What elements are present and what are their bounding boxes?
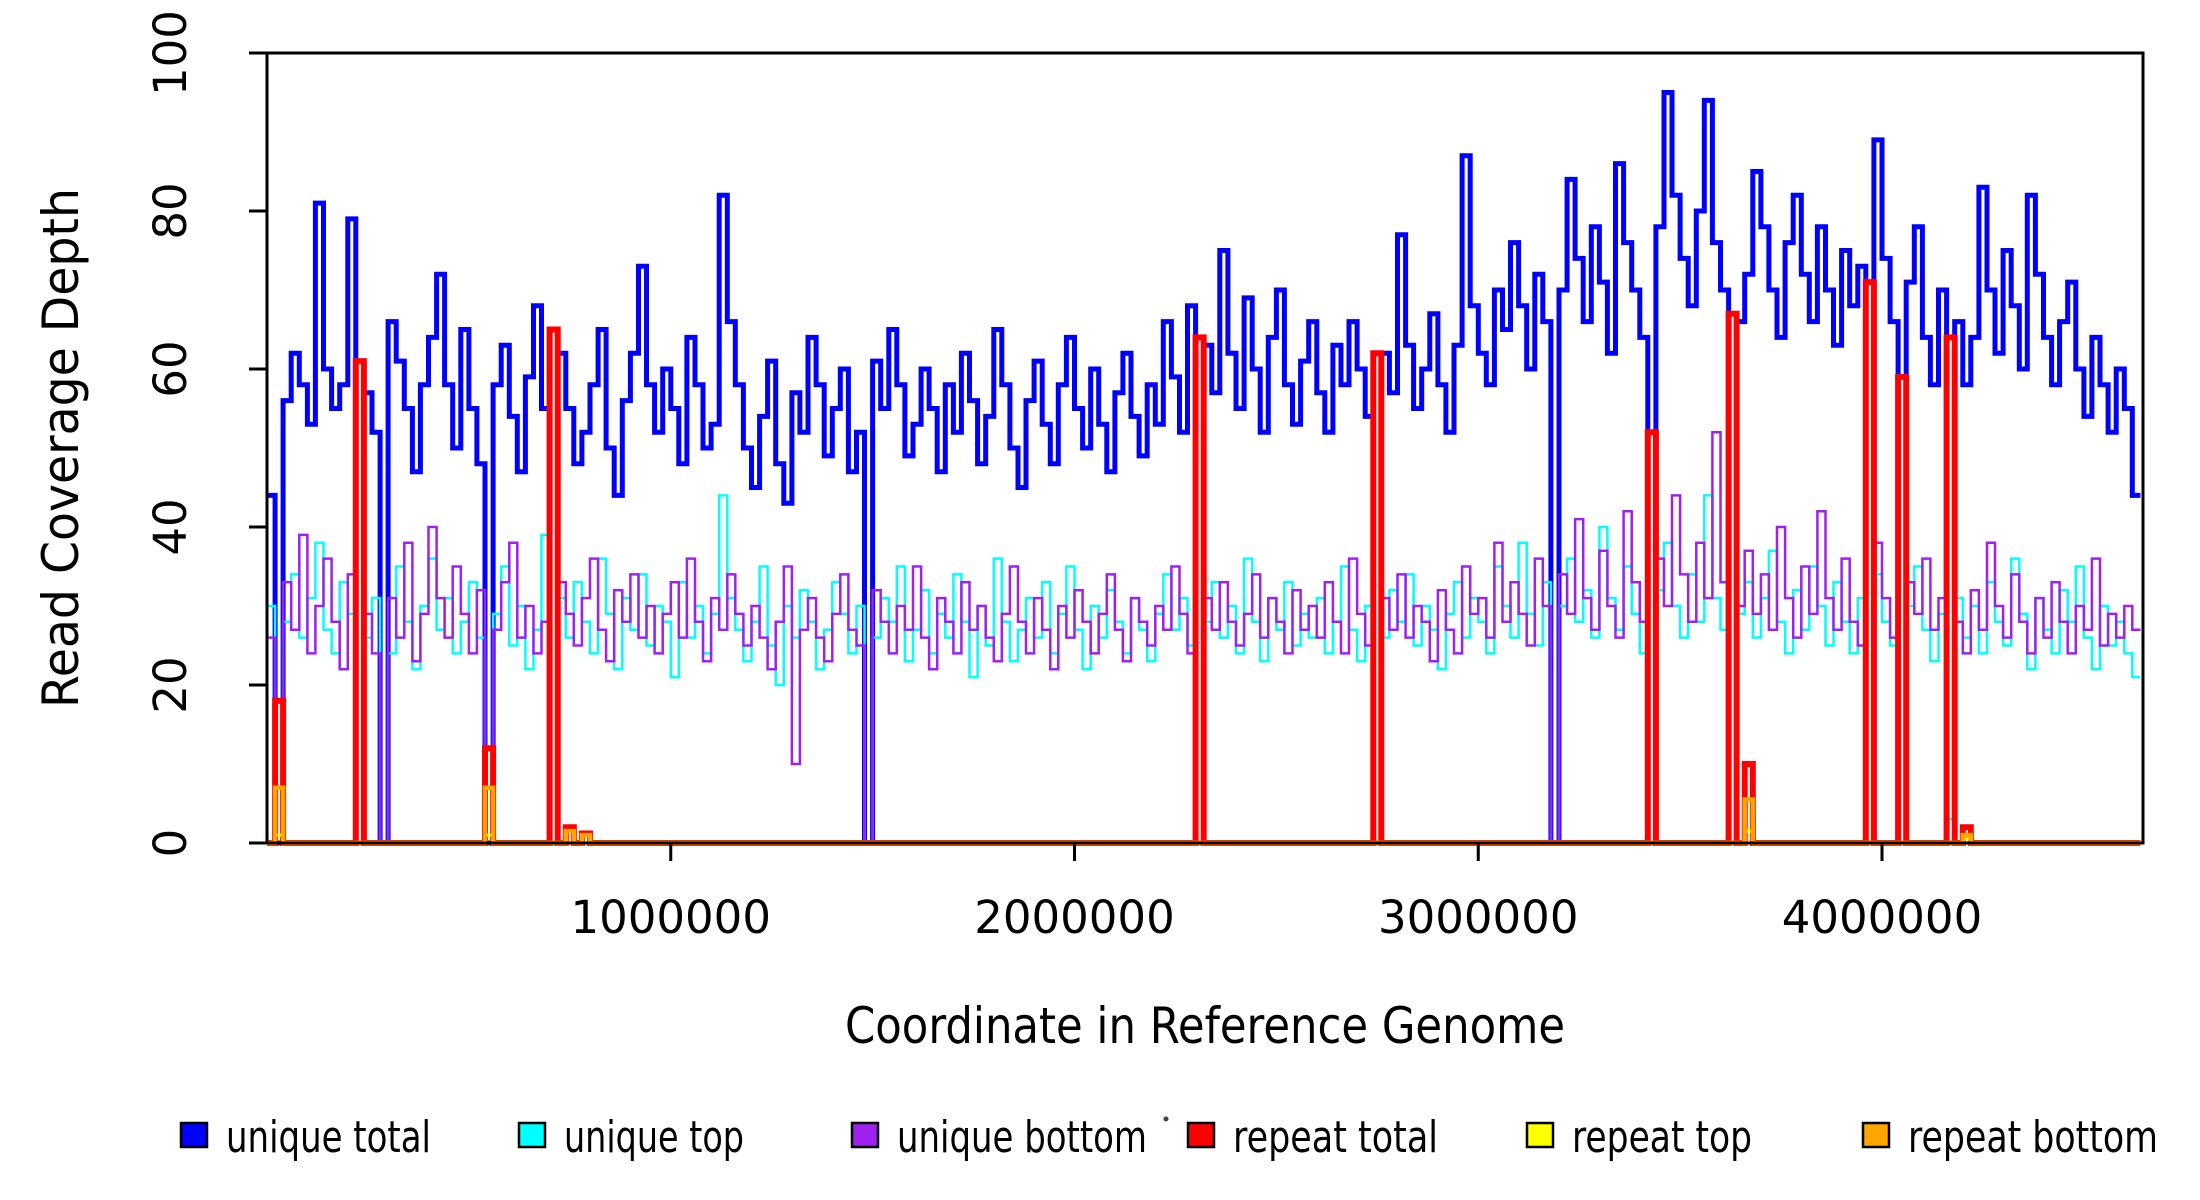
repeat-top-swatch: [1525, 1121, 1555, 1149]
plot-frame: [265, 51, 2145, 845]
plot-area: 1000000 2000000 3000000 4000000 0 20 40 60 80 100: [144, 10, 2145, 944]
y-tick-label: 40: [144, 498, 197, 555]
x-tick-label: 2000000: [974, 891, 1174, 944]
unique-top-swatch: [517, 1121, 547, 1149]
legend-item-repeat-total: repeat total: [1186, 1112, 1438, 1163]
legend-label: unique top: [564, 1112, 744, 1163]
legend-item-unique-top: unique top: [517, 1112, 744, 1163]
y-tick-label: 80: [144, 182, 197, 239]
legend-item-repeat-bottom: repeat bottom: [1861, 1112, 2158, 1163]
y-tick-label: 60: [144, 340, 197, 397]
repeat-bottom-swatch: [1861, 1121, 1891, 1149]
legend: unique total unique top unique bottom re…: [179, 1112, 2158, 1163]
legend-item-unique-total: unique total: [179, 1112, 431, 1163]
unique-bottom-swatch: [850, 1121, 880, 1149]
x-tick-label: 4000000: [1782, 891, 1982, 944]
legend-label: unique bottom: [897, 1112, 1147, 1163]
legend-label: repeat total: [1233, 1112, 1438, 1163]
x-axis-title: Coordinate in Reference Genome: [845, 997, 1565, 1055]
y-axis-title: Read Coverage Depth: [32, 188, 90, 708]
x-tick-label: 3000000: [1378, 891, 1578, 944]
legend-item-repeat-top: repeat top: [1525, 1112, 1752, 1163]
legend-label: repeat bottom: [1908, 1112, 2158, 1163]
legend-item-unique-bottom: unique bottom: [850, 1112, 1147, 1163]
legend-label: unique total: [226, 1112, 431, 1163]
legend-label: repeat top: [1572, 1112, 1752, 1163]
y-tick-label: 20: [144, 656, 197, 713]
x-tick-label: 1000000: [571, 891, 771, 944]
stray-mark: [1163, 1116, 1169, 1122]
series-repeat-total: [267, 279, 2141, 846]
repeat-total-swatch: [1186, 1121, 1216, 1149]
y-tick-label: 0: [144, 829, 197, 858]
unique-total-swatch: [179, 1121, 209, 1149]
y-tick-label: 100: [144, 10, 197, 96]
